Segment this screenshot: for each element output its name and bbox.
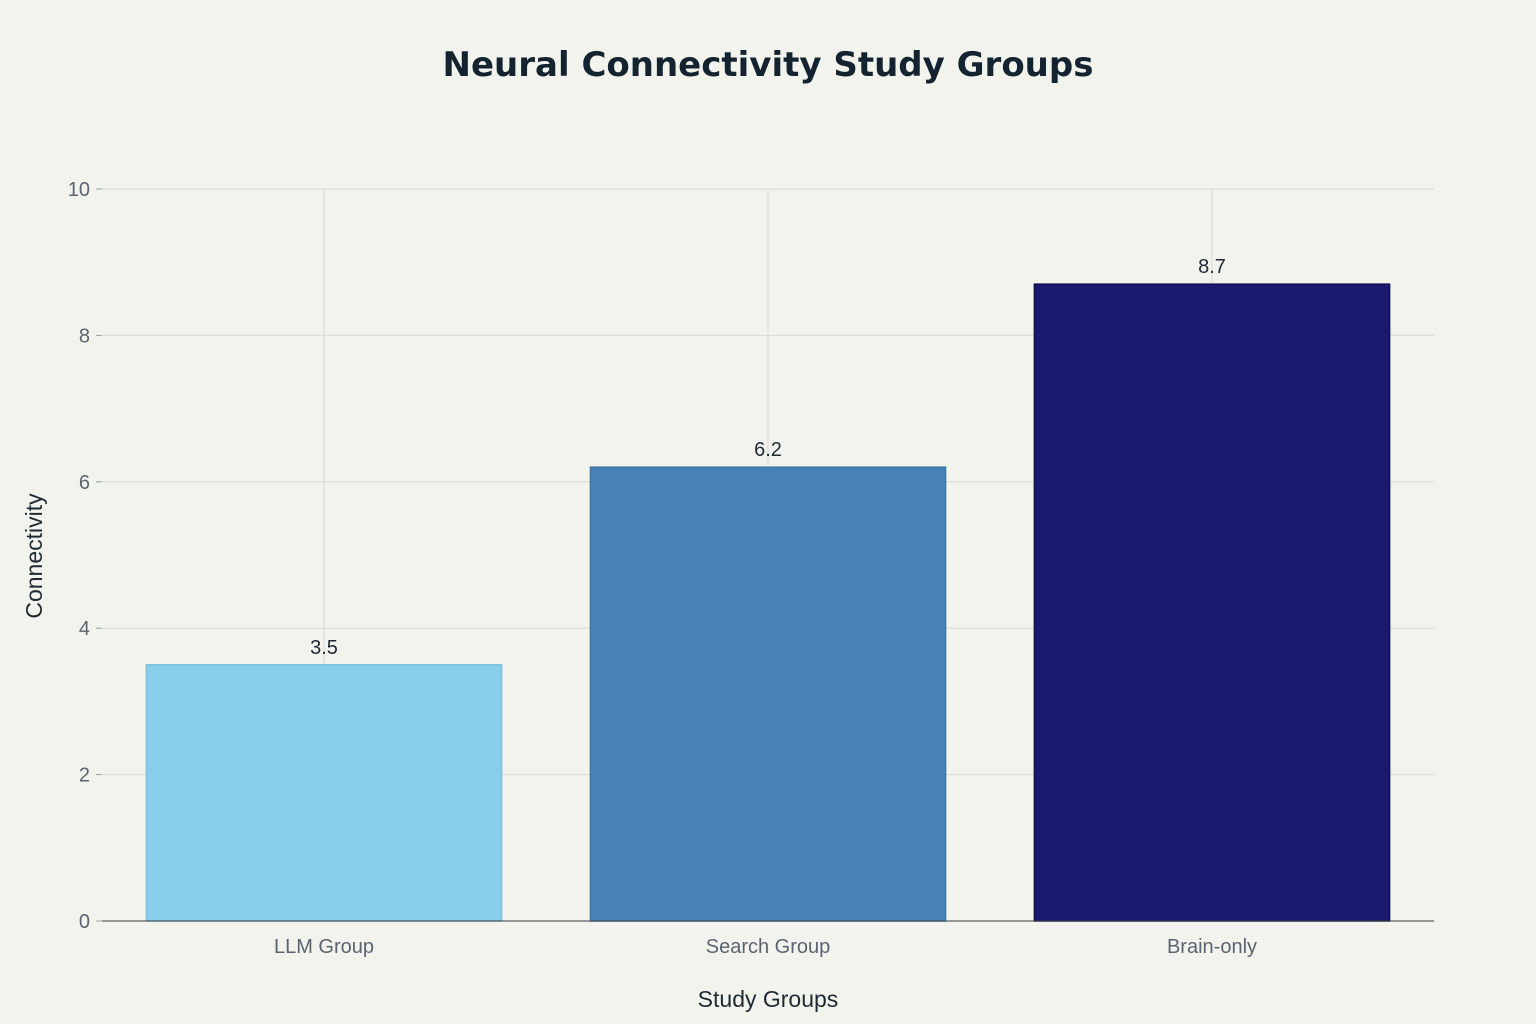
- x-tick-label: Search Group: [706, 936, 831, 958]
- y-tick-label: 0: [79, 911, 90, 933]
- x-tick-label: LLM Group: [274, 936, 374, 958]
- data-labels: 3.5 6.2 8.7: [310, 256, 1226, 659]
- y-axis-title: Connectivity: [21, 493, 47, 619]
- y-tick-label: 8: [79, 325, 90, 347]
- y-tick-label: 4: [79, 618, 90, 640]
- x-tick-label: Brain-only: [1167, 936, 1257, 958]
- chart-title: Neural Connectivity Study Groups: [443, 45, 1094, 85]
- bar-value-label: 6.2: [754, 439, 782, 461]
- bar-value-label: 8.7: [1198, 256, 1226, 278]
- axes: 0 2 4 6 8 10 LLM Group Search Group Brain-only: [68, 179, 1434, 958]
- y-tick-label: 10: [68, 179, 90, 201]
- bar-value-label: 3.5: [310, 637, 338, 659]
- y-tick-label: 2: [79, 765, 90, 787]
- y-tick-label: 6: [79, 472, 90, 494]
- bar-brain-only: [1033, 283, 1391, 922]
- bars: [145, 283, 1391, 922]
- bar-llm-group: [145, 664, 503, 922]
- bar-search-group: [589, 466, 947, 922]
- x-axis-title: Study Groups: [698, 986, 839, 1012]
